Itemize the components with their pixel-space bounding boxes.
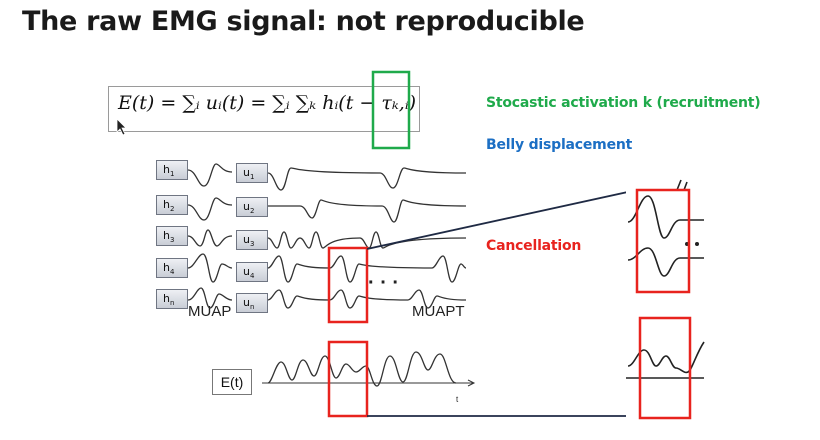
zoom-inset-signal — [626, 316, 704, 424]
u2-train — [268, 199, 467, 223]
h4-tag: h4 — [156, 258, 188, 278]
h2-waveform — [187, 197, 233, 221]
formula-box — [108, 86, 420, 132]
u4-tag: u4 — [236, 262, 268, 282]
cancellation-box-signal — [327, 340, 369, 418]
u1-train — [267, 167, 467, 191]
emg-formula: E(t) = ∑ᵢ uᵢ(t) = ∑ᵢ ∑ₖ hᵢ(t − τₖ,ᵢ) — [118, 92, 417, 114]
muap-caption: MUAP — [188, 303, 232, 320]
label-belly-displacement: Belly displacement — [486, 137, 633, 153]
hn-waveform — [187, 287, 233, 309]
un-train — [267, 289, 467, 309]
zoom-line-top — [366, 189, 638, 250]
et-signal — [267, 351, 457, 387]
u3-train — [267, 231, 467, 249]
hn-tag: hn — [156, 289, 188, 309]
et-axis-arrow — [467, 379, 476, 387]
ellipsis: · · · — [368, 272, 400, 294]
label-cancellation: Cancellation — [486, 238, 582, 254]
u1-tag: u1 — [236, 163, 268, 183]
h2-tag: h2 — [156, 195, 188, 215]
h3-tag: h3 — [156, 226, 188, 246]
et-label: E(t) — [212, 369, 252, 395]
inset2-signal — [627, 341, 705, 374]
inset1-top-waveform — [627, 195, 704, 239]
h1-tag: h1 — [156, 160, 188, 180]
inset1-bottom-waveform — [627, 247, 704, 277]
un-tag: un — [236, 293, 268, 313]
u3-tag: u3 — [236, 230, 268, 250]
h4-waveform — [187, 253, 233, 283]
inset1-dot-2 — [695, 242, 699, 246]
t-axis-label: t — [456, 395, 459, 404]
cancellation-box-trains — [327, 246, 369, 324]
u2-tag: u2 — [236, 197, 268, 217]
inset1-tick — [676, 179, 688, 191]
tau-highlight-box — [371, 70, 411, 150]
zoom-box-trains — [635, 188, 691, 294]
u4-train — [267, 255, 467, 283]
h1-waveform — [187, 163, 233, 187]
mouse-cursor-icon — [116, 118, 127, 136]
h3-waveform — [187, 229, 233, 247]
slide-title: The raw EMG signal: not reproducible — [22, 6, 585, 37]
label-stochastic-activation: Stocastic activation k (recruitment) — [486, 95, 761, 111]
muapt-caption: MUAPT — [412, 303, 465, 320]
zoom-box-signal — [638, 316, 692, 420]
